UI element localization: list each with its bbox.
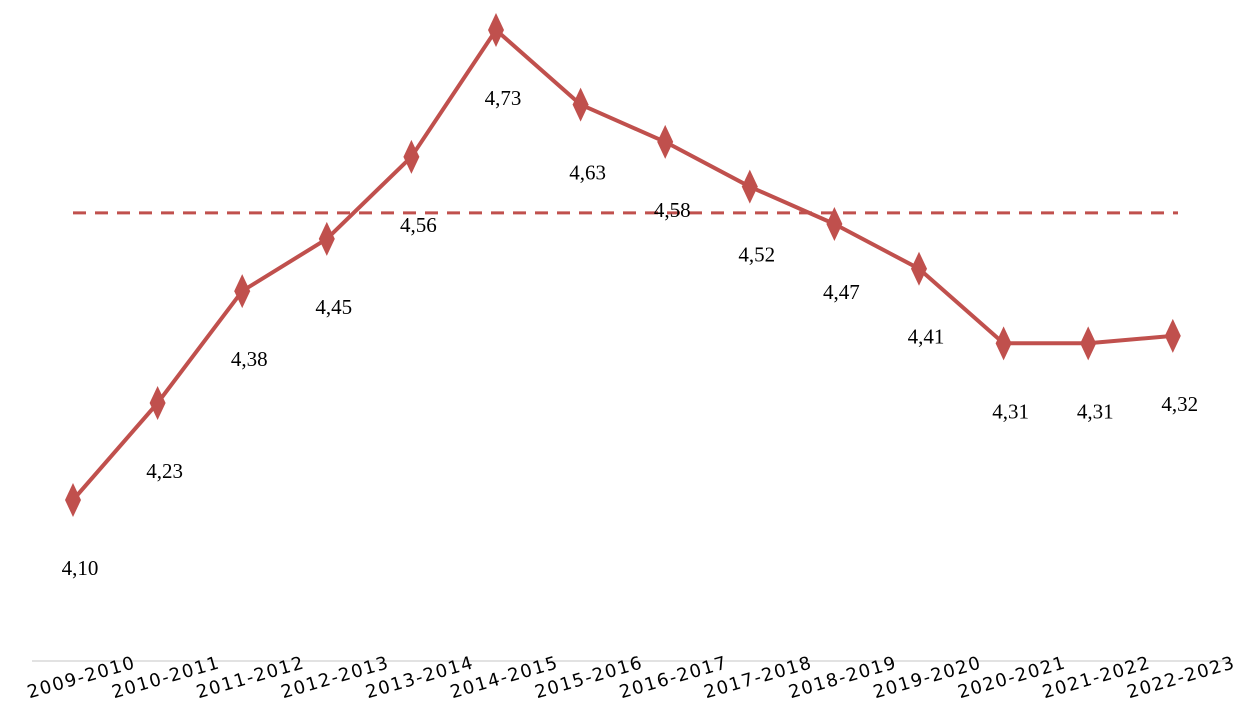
data-label: 4,38	[231, 347, 268, 371]
data-point-marker	[911, 251, 927, 286]
data-point-marker	[1080, 326, 1097, 361]
data-label: 4,31	[992, 399, 1029, 423]
data-label: 4,73	[485, 86, 522, 110]
data-label: 4,63	[569, 161, 606, 185]
data-label: 4,47	[823, 280, 860, 304]
data-label: 4,56	[400, 213, 437, 237]
data-label: 4,52	[738, 243, 775, 267]
data-point-marker	[234, 274, 251, 309]
data-point-marker	[826, 206, 843, 241]
data-point-marker	[318, 221, 335, 256]
series-line	[71, 28, 1173, 502]
data-point-marker	[149, 386, 166, 421]
data-point-marker	[657, 124, 674, 159]
data-label: 4,32	[1161, 392, 1198, 416]
data-label: 4,41	[908, 325, 945, 349]
data-label: 4,31	[1077, 399, 1114, 423]
data-labels: 4,10 4,23 4,38 4,45 4,56 4,73 4,63 4,58 4,52 4,47…	[62, 86, 1199, 580]
data-point-marker	[488, 13, 504, 47]
data-label: 4,45	[315, 295, 352, 319]
data-point-marker	[995, 326, 1012, 361]
data-label: 4,58	[654, 198, 691, 222]
data-point-marker	[65, 483, 81, 517]
data-point-marker	[572, 87, 589, 122]
data-point-marker	[1164, 318, 1181, 353]
x-tick-labels: 2009-20102010-20112011-20122012-20132013…	[25, 652, 1238, 703]
series-markers	[65, 13, 1181, 517]
data-label: 4,23	[146, 459, 183, 483]
data-point-marker	[403, 139, 420, 174]
series-line-layer	[71, 28, 1173, 502]
data-label: 4,10	[62, 556, 99, 580]
data-point-marker	[741, 169, 758, 204]
